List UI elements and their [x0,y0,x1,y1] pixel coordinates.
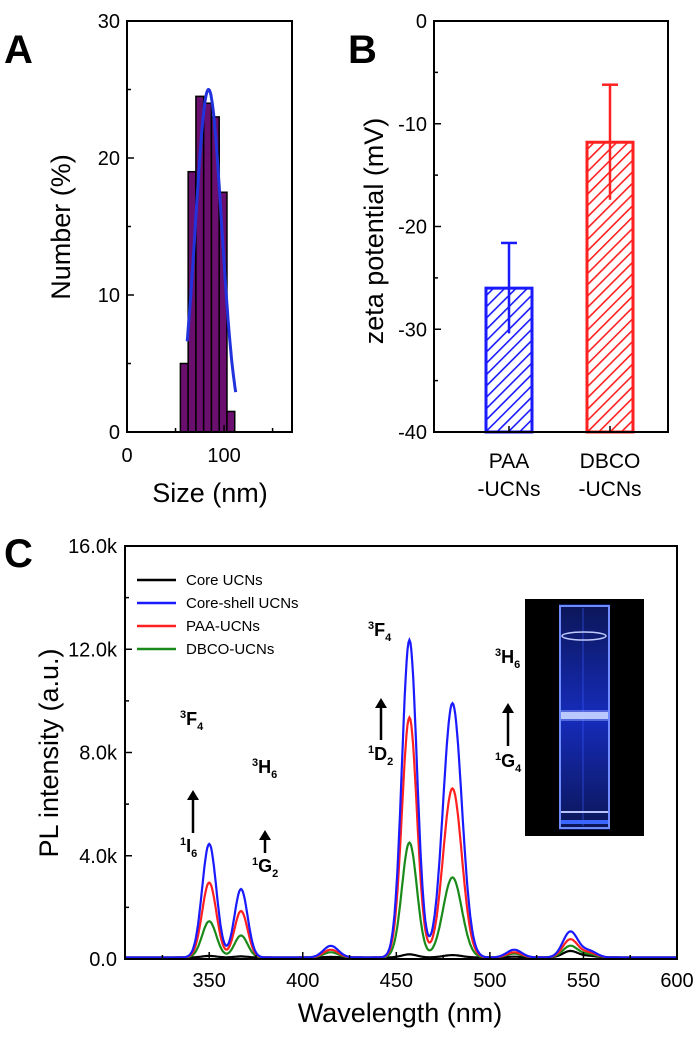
transition-arrow-head [187,790,199,800]
legend-label-3: DBCO-UCNs [186,641,274,658]
b-ytick-label: -10 [398,114,427,136]
b-category-line2: -UCNs [478,478,541,501]
panel-c-x-axis-label: Wavelength (nm) [298,998,503,1028]
c-xtick-label: 350 [193,970,226,992]
b-ytick-label: -30 [398,319,427,341]
c-xtick-label: 400 [286,970,319,992]
legend-label-2: PAA-UCNs [186,618,260,635]
a-ytick-label: 30 [98,11,120,33]
b-category-line1: PAA [489,450,529,473]
histogram-bar-6 [226,410,236,433]
legend-label-1: Core-shell UCNs [186,595,299,612]
panel-a-histogram: A 0 10 20 30 0 100 Size (nm) Number (%) [4,11,293,508]
c-xtick-label: 450 [380,970,413,992]
c-ytick-label: 8.0k [79,743,118,765]
term-symbol: 1I6 [180,836,197,860]
histogram-bar-3 [202,102,213,433]
legend: Core UCNs Core-shell UCNs PAA-UCNs DBCO-UCN… [137,572,299,658]
c-xtick-label: 600 [660,970,693,992]
term-symbol: 3F4 [368,620,392,644]
transition-annotations: 3F4 1I6 3H6 1G2 3F4 1D2 3H6 1G4 [180,620,522,880]
a-xtick-label: 100 [207,445,240,467]
c-ytick-label: 4.0k [79,846,118,868]
a-ytick-label: 10 [98,285,120,307]
transition-arrow-head [259,830,271,840]
spectrum-line-3 [125,841,677,959]
panel-a-label: A [4,28,33,72]
transition-arrow-head [502,703,514,713]
spectrum-line-2 [125,714,677,959]
c-xtick-label: 500 [473,970,506,992]
b-ytick-label: -40 [398,422,427,444]
histogram-bar-0 [179,362,189,433]
cuvette-photo-inset [525,599,644,836]
panel-b-label: B [348,28,377,72]
a-ytick-label: 20 [98,148,120,170]
panel-b-bar-chart: B 0 -10 -20 -30 -40 PAA -UCNs DBCO -UCNs zeta p… [348,11,669,501]
b-ytick-label: -20 [398,217,427,239]
b-ytick-label: 0 [416,11,427,33]
panel-c-label: C [4,532,33,576]
panel-c-spectra: C 0.0 4.0k 8.0k 12.0k 16.0k 350 400 450 500 550 6… [4,532,694,1028]
term-symbol: 3F4 [180,709,204,733]
transition-arrow-head [375,698,387,708]
c-xtick-label: 550 [567,970,600,992]
c-ytick-label: 12.0k [68,639,118,661]
c-ytick-label: 0.0 [89,949,117,971]
panel-c-y-axis-label: PL intensity (a.u.) [34,648,64,857]
term-symbol: 3H6 [252,757,277,781]
c-ytick-label: 16.0k [68,536,118,558]
b-category-line1: DBCO [580,450,641,473]
panel-a-x-axis-label: Size (nm) [152,478,268,508]
spectrum-line-0 [125,949,677,959]
term-symbol: 1G2 [252,856,278,880]
b-category-line2: -UCNs [579,478,642,501]
a-xtick-label: 0 [121,445,132,467]
gaussian-fit-curve [185,87,238,393]
legend-label-0: Core UCNs [186,572,263,589]
panel-a-y-axis-label: Number (%) [46,154,76,300]
term-symbol: 3H6 [495,647,520,671]
spectrum-line-1 [125,637,677,959]
term-symbol: 1G4 [495,751,522,775]
term-symbol: 1D2 [368,744,393,768]
panel-b-y-axis-label: zeta potential (mV) [359,118,389,345]
a-ytick-label: 0 [109,422,120,444]
